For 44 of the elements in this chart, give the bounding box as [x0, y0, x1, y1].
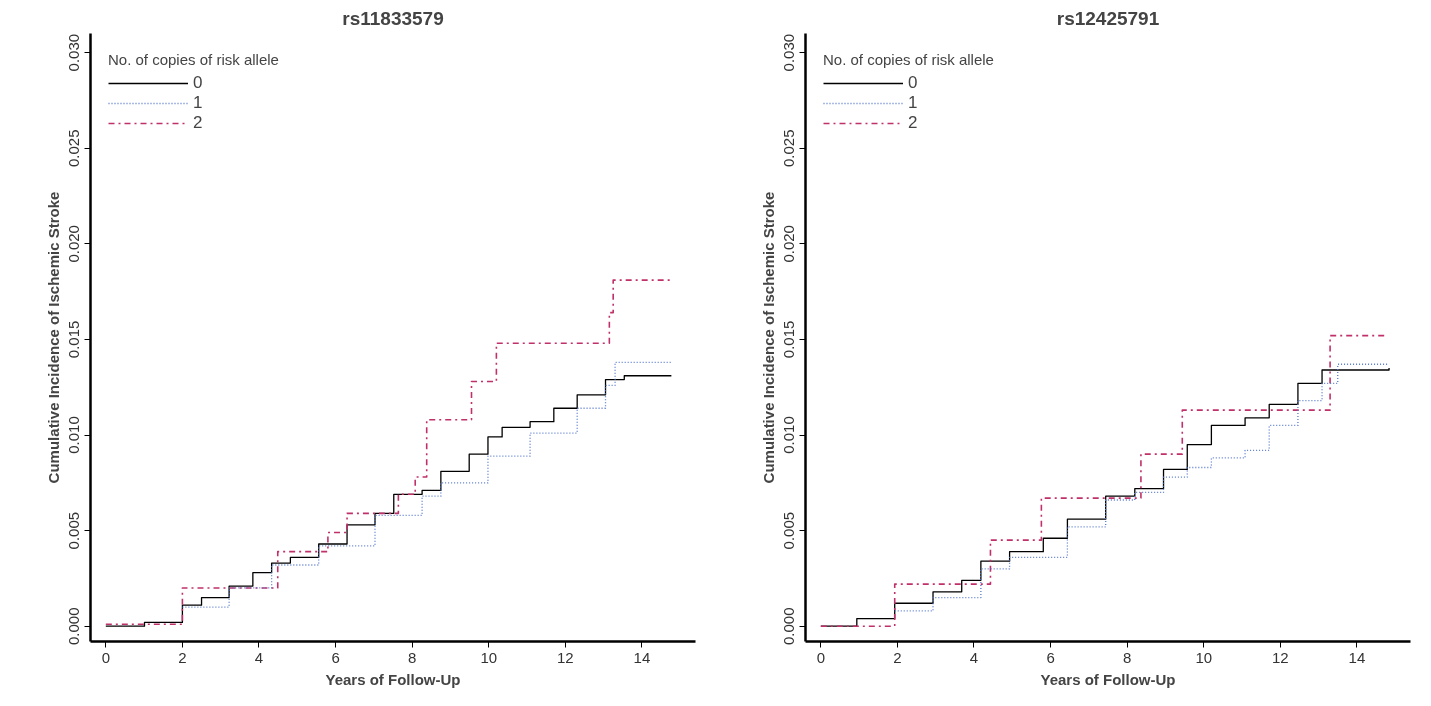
x-tick-label: 4 [254, 648, 264, 666]
x-tick-label: 6 [1046, 648, 1055, 666]
y-tick-label: 0.015 [65, 320, 83, 359]
y-tick-label: 0.015 [780, 320, 798, 359]
x-axis-title: Years of Follow-Up [325, 670, 461, 688]
x-tick-label: 2 [893, 648, 902, 666]
x-axis-title: Years of Follow-Up [1040, 670, 1176, 688]
y-tick-label: 0.030 [780, 33, 798, 72]
x-tick-label: 10 [480, 648, 498, 666]
y-tick-label: 0.020 [65, 225, 83, 263]
x-tick-label: 10 [1195, 648, 1213, 666]
y-tick-label: 0.020 [780, 225, 798, 263]
chart-title: rs11833579 [342, 7, 444, 29]
y-tick-label: 0.005 [780, 511, 798, 550]
x-tick-label: 8 [407, 648, 417, 666]
y-axis-title: Cumulative Incidence of Ischemic Stroke [44, 191, 62, 484]
legend-title: No. of copies of risk allele [108, 51, 279, 68]
legend-label: 2 [908, 113, 919, 133]
chart-title: rs12425791 [1056, 7, 1160, 29]
x-tick-label: 2 [178, 648, 187, 666]
y-tick-label: 0.000 [780, 607, 798, 645]
x-tick-label: 8 [1122, 648, 1132, 666]
x-tick-label: 12 [1271, 648, 1289, 666]
y-tick-label: 0.025 [780, 129, 798, 167]
legend-label: 1 [193, 93, 204, 113]
x-tick-label: 0 [101, 648, 110, 666]
x-tick-label: 0 [816, 648, 825, 666]
y-tick-label: 0.030 [65, 33, 83, 72]
y-tick-label: 0.005 [65, 511, 83, 550]
y-axis-title: Cumulative Incidence of Ischemic Stroke [759, 191, 777, 484]
x-tick-label: 12 [556, 648, 574, 666]
legend-title: No. of copies of risk allele [823, 51, 994, 68]
legend-label: 1 [908, 93, 919, 113]
y-tick-label: 0.000 [65, 607, 83, 645]
legend-label: 2 [193, 113, 204, 133]
y-tick-label: 0.025 [65, 129, 83, 167]
x-tick-label: 14 [633, 648, 651, 666]
x-tick-label: 6 [331, 648, 340, 666]
y-tick-label: 0.010 [780, 416, 798, 454]
x-tick-label: 14 [1348, 648, 1366, 666]
x-tick-label: 4 [969, 648, 979, 666]
legend-label: 0 [193, 73, 204, 93]
legend-label: 0 [908, 73, 919, 93]
y-tick-label: 0.010 [65, 416, 83, 454]
